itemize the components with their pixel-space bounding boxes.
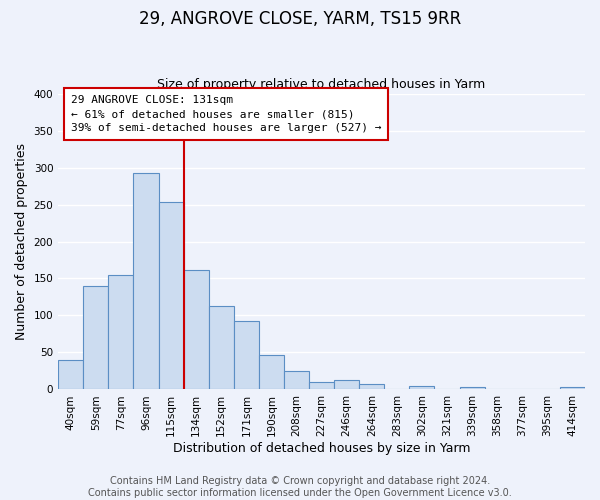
X-axis label: Distribution of detached houses by size in Yarm: Distribution of detached houses by size … <box>173 442 470 455</box>
Bar <box>284 371 309 390</box>
Bar <box>409 386 434 390</box>
Bar <box>209 306 234 390</box>
Bar <box>58 360 83 390</box>
Bar <box>460 387 485 390</box>
Bar <box>184 270 209 390</box>
Text: 29 ANGROVE CLOSE: 131sqm
← 61% of detached houses are smaller (815)
39% of semi-: 29 ANGROVE CLOSE: 131sqm ← 61% of detach… <box>71 95 381 133</box>
Text: 29, ANGROVE CLOSE, YARM, TS15 9RR: 29, ANGROVE CLOSE, YARM, TS15 9RR <box>139 10 461 28</box>
Bar <box>259 356 284 390</box>
Bar <box>309 382 334 390</box>
Bar <box>334 380 359 390</box>
Bar <box>234 320 259 390</box>
Bar <box>560 387 585 390</box>
Bar <box>109 275 133 390</box>
Y-axis label: Number of detached properties: Number of detached properties <box>15 143 28 340</box>
Title: Size of property relative to detached houses in Yarm: Size of property relative to detached ho… <box>157 78 486 91</box>
Bar <box>158 202 184 390</box>
Text: Contains HM Land Registry data © Crown copyright and database right 2024.
Contai: Contains HM Land Registry data © Crown c… <box>88 476 512 498</box>
Bar <box>83 286 109 390</box>
Bar <box>133 174 158 390</box>
Bar <box>359 384 385 390</box>
